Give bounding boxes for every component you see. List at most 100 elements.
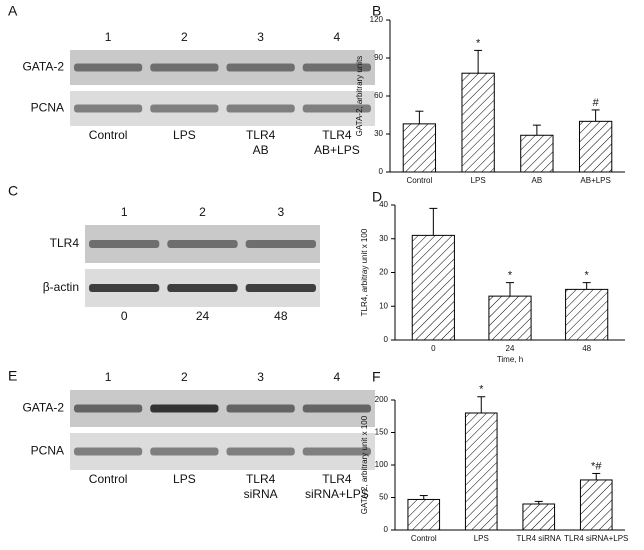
blot-band [245, 284, 316, 292]
y-tick-label: 50 [379, 493, 388, 502]
lane-number: 1 [105, 370, 112, 384]
lane-condition: LPS [173, 128, 196, 142]
bar [565, 288, 609, 341]
bar [520, 134, 554, 173]
significance-marker: * [508, 270, 513, 282]
blot-band [150, 404, 219, 413]
lane-number: 4 [334, 30, 341, 44]
y-tick-label: 60 [374, 91, 383, 100]
blot-band [74, 404, 143, 413]
x-tick-label: Control [411, 534, 437, 543]
x-tick-label: LPS [474, 534, 489, 543]
significance-marker: *# [591, 460, 602, 472]
blot-band [150, 63, 219, 72]
lane-number: 2 [199, 205, 206, 219]
x-tick-label: 48 [582, 344, 591, 353]
blot-band [150, 104, 219, 113]
lane-condition: TLR4 [322, 472, 352, 486]
lane-number: 3 [277, 205, 284, 219]
blot-band [74, 63, 143, 72]
blot-band [89, 284, 160, 292]
x-tick-label: AB [532, 176, 543, 185]
lane-condition: LPS [173, 472, 196, 486]
lane-condition: AB+LPS [314, 143, 360, 157]
y-tick-label: 20 [379, 268, 388, 277]
lane-number: 2 [181, 30, 188, 44]
blot-band [167, 240, 238, 248]
blot-row-label: β-actin [43, 280, 79, 294]
x-tick-label: Control [406, 176, 432, 185]
significance-marker: # [593, 97, 600, 109]
x-tick-label: 24 [506, 344, 515, 353]
lane-condition: siRNA+LPS [305, 487, 369, 501]
lane-number: 4 [334, 370, 341, 384]
blot-band [226, 104, 295, 113]
blot-band [74, 104, 143, 113]
y-axis-title: GATA-2, arbitrary units [355, 56, 364, 137]
y-tick-label: 10 [379, 301, 388, 310]
blot-band [89, 240, 160, 248]
x-tick-label: 0 [431, 344, 436, 353]
lane-condition: Control [89, 472, 128, 486]
bar [407, 498, 441, 531]
lane-number: 1 [105, 30, 112, 44]
panel-label: C [8, 183, 18, 199]
lane-number: 1 [121, 205, 128, 219]
panel-label: D [372, 189, 382, 205]
panel-label: F [372, 369, 381, 385]
y-tick-label: 90 [374, 53, 383, 62]
bar [578, 120, 613, 173]
lane-condition: 48 [274, 309, 288, 323]
significance-marker: * [585, 270, 590, 282]
blot-row-label: TLR4 [50, 236, 80, 250]
bar [411, 234, 455, 341]
y-tick-label: 0 [384, 525, 389, 534]
y-tick-label: 120 [370, 15, 384, 24]
significance-marker: * [479, 384, 484, 396]
blot-band [302, 404, 371, 413]
blot-band [226, 404, 295, 413]
blot-band [245, 240, 316, 248]
blot-band [150, 447, 219, 456]
blot-row-label: GATA-2 [22, 401, 64, 415]
x-tick-label: TLR4 siRNA [517, 534, 562, 543]
lane-condition: TLR4 [246, 128, 276, 142]
lane-condition: 24 [196, 309, 210, 323]
lane-number: 3 [257, 30, 264, 44]
bar [579, 479, 613, 531]
lane-number: 3 [257, 370, 264, 384]
y-tick-label: 150 [375, 428, 389, 437]
significance-marker: * [476, 37, 481, 49]
blot-row-label: GATA-2 [22, 60, 64, 74]
bar [461, 72, 495, 173]
y-tick-label: 0 [379, 167, 384, 176]
blot-band [302, 447, 371, 456]
x-tick-label: LPS [471, 176, 486, 185]
y-tick-label: 30 [374, 129, 383, 138]
blot-band [226, 447, 295, 456]
lane-condition: TLR4 [322, 128, 352, 142]
bar [488, 295, 532, 341]
x-axis-title: Time, h [497, 355, 523, 364]
blot-band [167, 284, 238, 292]
blot-row-label: PCNA [31, 101, 64, 115]
panel-label: E [8, 368, 17, 384]
blot-band [302, 63, 371, 72]
panel-label: B [372, 3, 381, 19]
lane-condition: 0 [121, 309, 128, 323]
bar [402, 123, 437, 173]
y-tick-label: 30 [379, 234, 388, 243]
lane-condition: Control [89, 128, 128, 142]
y-tick-label: 100 [375, 460, 389, 469]
blot-row-label: PCNA [31, 444, 64, 458]
y-axis-title: TLR4, arbitray unit x 100 [360, 228, 369, 316]
lane-number: 2 [181, 370, 188, 384]
lane-condition: AB [253, 143, 269, 157]
lane-condition: siRNA [244, 487, 278, 501]
x-tick-label: AB+LPS [580, 176, 610, 185]
y-tick-label: 200 [375, 395, 389, 404]
bar [522, 503, 556, 531]
bar [464, 412, 498, 531]
y-axis-title: GATA-2, arbitrary unit x 100 [360, 415, 369, 514]
